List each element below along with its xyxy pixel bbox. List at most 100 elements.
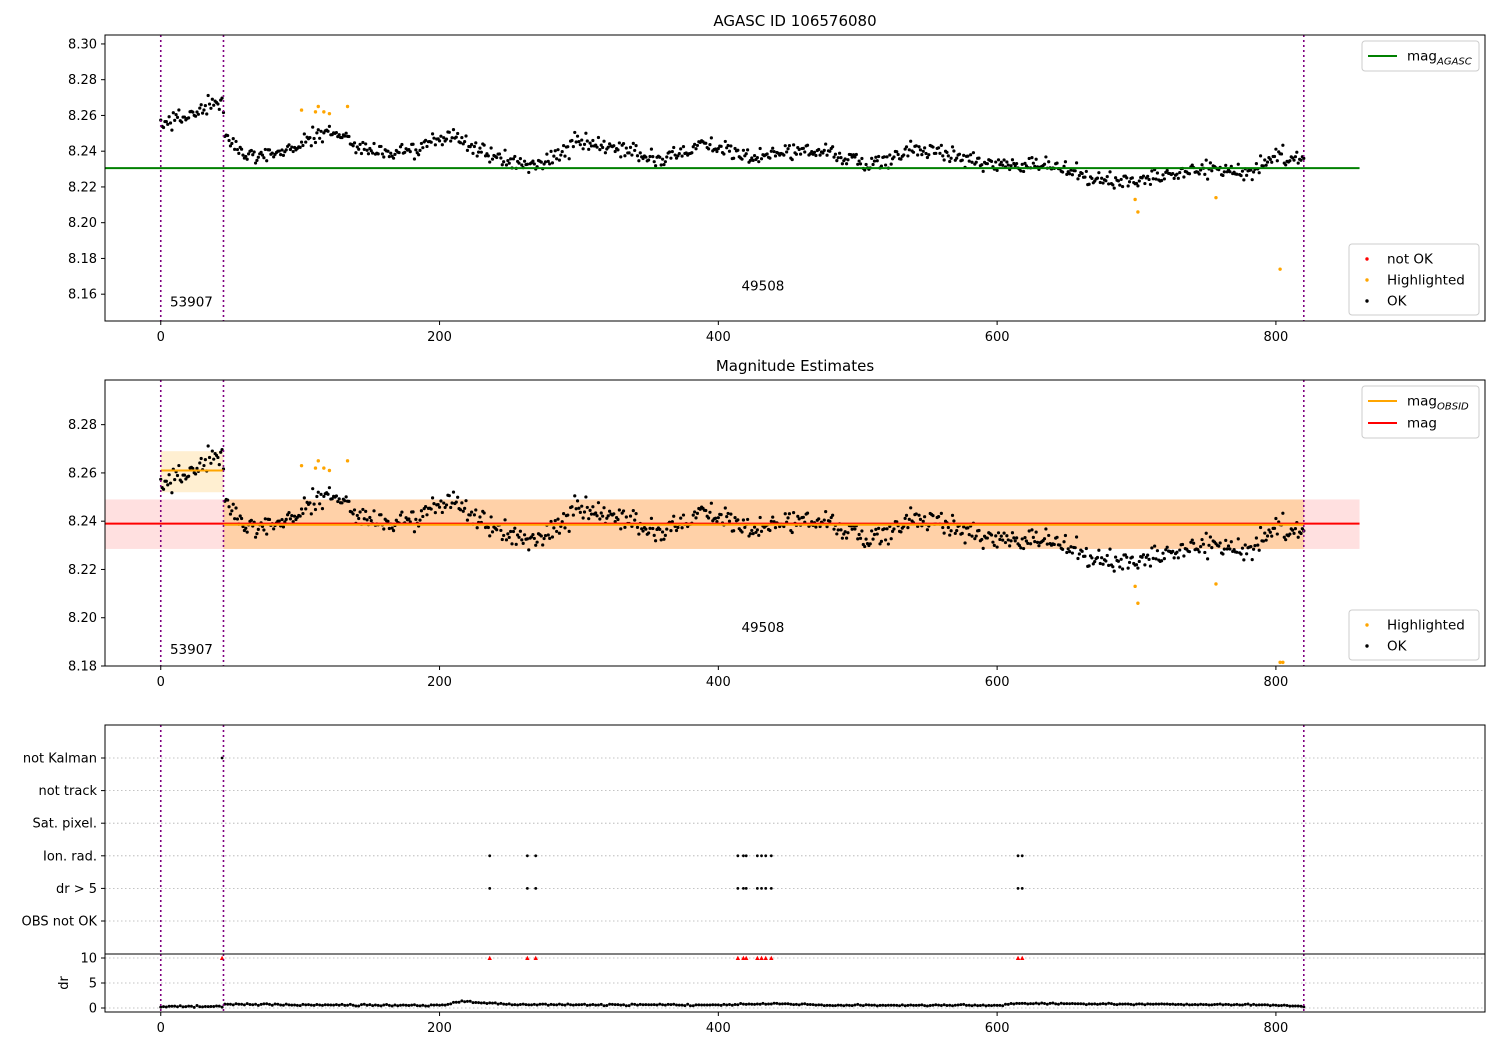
dr-capped-marker	[744, 955, 749, 960]
estimates-ok-point	[557, 531, 562, 535]
dr-point	[281, 1003, 285, 1007]
agasc-ok-point	[582, 142, 587, 147]
estimates-ok-point	[357, 516, 361, 521]
agasc-ok-point	[844, 162, 849, 166]
agasc-ok-point	[612, 144, 616, 148]
dr-point	[817, 1003, 821, 1007]
agasc-ok-point	[591, 138, 595, 143]
dr-xtick-label: 200	[427, 1021, 452, 1036]
estimates-ytick-label: 8.18	[68, 660, 97, 675]
dr-point	[371, 1004, 375, 1008]
flags-point	[744, 854, 748, 858]
agasc-panel: AGASC ID 106576080 0 200 400 600 8008.168.18…	[68, 12, 1486, 345]
agasc-xtick-label: 600	[985, 330, 1010, 345]
estimates-highlighted-point	[327, 468, 332, 473]
dr-point	[1254, 1003, 1258, 1007]
agasc-ok-point	[227, 138, 231, 143]
agasc-ok-point	[499, 156, 503, 160]
agasc-ok-point	[340, 135, 344, 140]
agasc-ok-point	[1097, 171, 1101, 175]
estimates-ok-point	[1192, 541, 1196, 545]
agasc-ok-point	[442, 136, 446, 140]
estimates-ok-point	[369, 519, 373, 523]
dr-point	[655, 1003, 659, 1007]
agasc-ok-point	[921, 149, 925, 153]
dr-point	[546, 1003, 550, 1007]
dr-point	[1045, 1002, 1049, 1006]
dr-point	[1285, 1004, 1289, 1008]
estimates-ok-point	[1292, 531, 1296, 535]
dr-point	[1235, 1002, 1239, 1006]
estimates-ok-point	[985, 536, 989, 540]
dr-point	[1140, 1002, 1144, 1006]
dr-point	[507, 1002, 511, 1006]
estimates-ok-point	[967, 533, 971, 537]
estimates-ok-point	[713, 516, 718, 520]
flags-point	[744, 887, 748, 890]
dr-point	[1277, 1004, 1281, 1008]
estimates-ok-point	[588, 508, 592, 512]
agasc-ok-point	[916, 153, 920, 157]
estimates-highlighted-point	[313, 466, 318, 470]
dr-point	[359, 1003, 363, 1007]
estimates-obsid-label: 53907	[170, 642, 213, 658]
estimates-ok-point	[1221, 552, 1225, 556]
dr-point	[909, 1003, 913, 1007]
agasc-ok-point	[180, 120, 184, 124]
estimates-ok-point	[817, 517, 821, 521]
dr-point	[1073, 1002, 1077, 1006]
dr-point	[1302, 1005, 1306, 1009]
dr-point	[964, 1003, 968, 1007]
dr-xtick-label: 0	[157, 1021, 165, 1036]
estimates-ok-point	[1111, 565, 1115, 569]
agasc-ok-point	[1098, 180, 1102, 185]
dr-point	[159, 1005, 163, 1009]
estimates-ok-point	[240, 516, 244, 521]
dr-point	[931, 1003, 935, 1007]
dr-point	[465, 999, 469, 1003]
agasc-ok-point	[1130, 176, 1134, 180]
estimates-ok-point	[309, 512, 313, 516]
dr-point	[948, 1003, 952, 1007]
dr-point	[1182, 1003, 1186, 1007]
dr-point	[343, 1003, 347, 1007]
agasc-ok-point	[397, 150, 401, 155]
agasc-ok-point	[513, 154, 517, 159]
estimates-ok-point	[460, 501, 464, 505]
agasc-ok-point	[672, 145, 676, 150]
agasc-ok-point	[482, 143, 486, 147]
flags-point	[736, 887, 740, 890]
estimates-ok-point	[1263, 531, 1267, 535]
agasc-ok-point	[1104, 179, 1108, 183]
agasc-ok-point	[366, 152, 371, 156]
agasc-ok-point	[1190, 163, 1194, 167]
agasc-lines-legend-box	[1361, 40, 1480, 72]
estimates-ok-point	[330, 497, 334, 501]
dr-point	[254, 1002, 258, 1006]
agasc-ok-point	[566, 145, 570, 149]
agasc-ok-point	[290, 145, 294, 149]
estimates-xtick-label: 400	[706, 675, 731, 690]
dr-point	[446, 1002, 450, 1006]
estimates-ok-point	[960, 531, 964, 535]
agasc-ok-point	[432, 136, 436, 140]
dr-point	[184, 1005, 188, 1009]
dr-point	[984, 1004, 988, 1008]
dr-point	[385, 1003, 389, 1007]
agasc-ok-point	[909, 139, 913, 143]
estimates-ok-point	[382, 527, 386, 531]
dr-point	[747, 1002, 751, 1006]
agasc-ok-point	[946, 154, 950, 158]
agasc-ok-point	[403, 150, 407, 154]
dr-point	[518, 1003, 522, 1007]
estimates-ok-point	[284, 517, 288, 521]
agasc-ok-point	[205, 112, 209, 116]
flags-category-label: Sat. pixel.	[33, 817, 97, 832]
estimates-ok-point	[1114, 555, 1118, 559]
estimates-ok-point	[253, 535, 258, 539]
dr-point	[164, 1005, 168, 1009]
dr-point	[1165, 1002, 1169, 1006]
estimates-ok-point	[999, 534, 1003, 538]
flags-point	[1016, 854, 1020, 858]
agasc-legend-point-swatch	[1365, 257, 1369, 261]
